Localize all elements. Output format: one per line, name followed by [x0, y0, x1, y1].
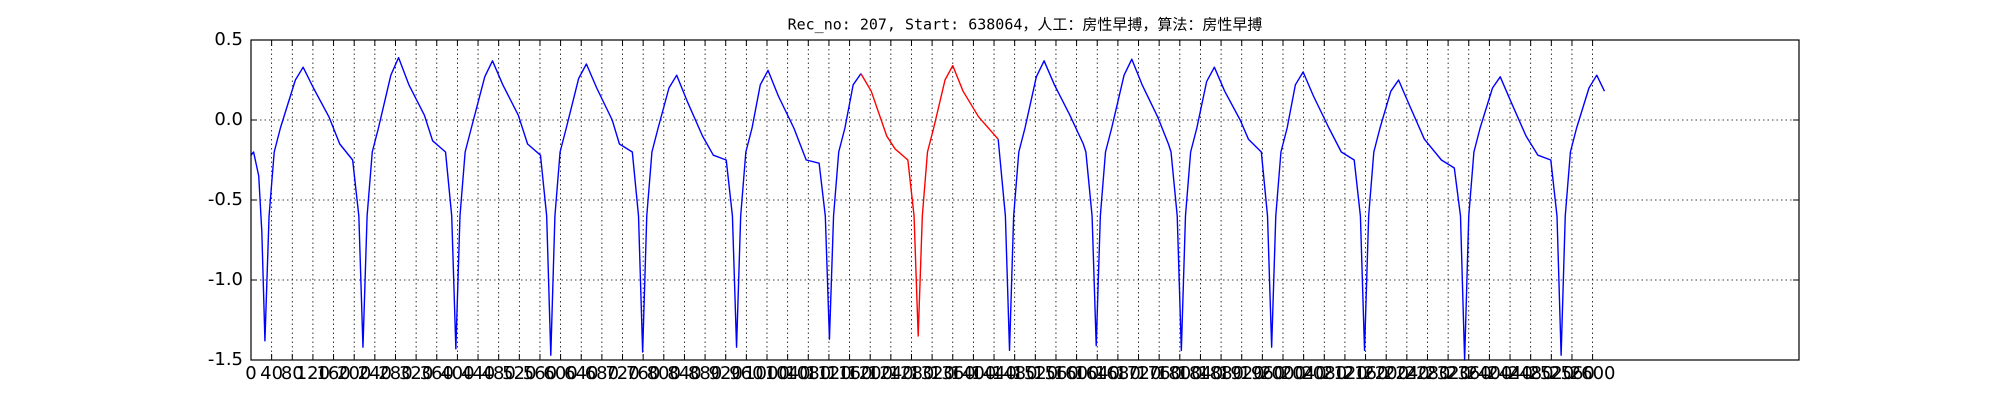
ecg-line [250, 56, 862, 356]
x-tick-label: 1880 [1198, 363, 1244, 384]
x-tick-label: 240 [358, 363, 392, 384]
x-tick-label: 2400 [1466, 363, 1512, 384]
x-tick-label: 600 [543, 363, 577, 384]
x-tick-label: 2320 [1425, 363, 1471, 384]
x-tick-label: 1120 [806, 363, 852, 384]
x-tick-label: 1640 [1074, 363, 1120, 384]
x-tick-label: 2360 [1446, 363, 1492, 384]
x-tick-label: 1800 [1157, 363, 1203, 384]
x-tick-label: 400 [440, 363, 474, 384]
x-tick-label: 1280 [889, 363, 935, 384]
x-tick-label: 720 [605, 363, 639, 384]
x-tick-label: 1000 [744, 363, 790, 384]
x-tick-label: 1560 [1033, 363, 1079, 384]
x-tick-label: 2160 [1343, 363, 1389, 384]
x-tick-label: 200 [337, 363, 371, 384]
x-tick-label: 2080 [1301, 363, 1347, 384]
chart-title: Rec_no: 207, Start: 638064，人工：房性早搏，算法：房性… [788, 16, 1263, 34]
y-tick-label: -1.5 [208, 349, 243, 370]
x-tick-label: 2240 [1384, 363, 1430, 384]
x-tick-label: 360 [420, 363, 454, 384]
x-tick-label: 2440 [1487, 363, 1533, 384]
x-tick-label: 80 [281, 363, 304, 384]
x-tick-label: 1760 [1136, 363, 1182, 384]
x-tick-label: 840 [667, 363, 701, 384]
x-tick-label: 1320 [909, 363, 955, 384]
x-tick-label: 1680 [1095, 363, 1141, 384]
x-tick-label: 1360 [930, 363, 976, 384]
x-tick-label: 440 [461, 363, 495, 384]
x-tick-label: 1480 [992, 363, 1038, 384]
x-tick-label: 1920 [1219, 363, 1265, 384]
x-tick-label: 2520 [1528, 363, 1574, 384]
x-tick-label: 880 [688, 363, 722, 384]
x-tick-label: 920 [709, 363, 743, 384]
x-tick-label: 680 [585, 363, 619, 384]
x-tick-label: 1960 [1239, 363, 1285, 384]
ecg-line [860, 64, 999, 337]
x-tick-label: 40 [260, 363, 283, 384]
plot-frame [250, 39, 1800, 361]
y-tick-label: -1.0 [208, 269, 243, 290]
x-tick-label: 1520 [1012, 363, 1058, 384]
x-tick-label: 560 [523, 363, 557, 384]
x-tick-label: 480 [482, 363, 516, 384]
x-tick-label: 320 [399, 363, 433, 384]
x-tick-label: 1040 [765, 363, 811, 384]
x-tick-label: 1840 [1178, 363, 1224, 384]
x-tick-label: 2280 [1405, 363, 1451, 384]
x-tick-label: 1160 [827, 363, 873, 384]
x-tick-label: 2600 [1570, 363, 1616, 384]
x-tick-label: 2200 [1363, 363, 1409, 384]
x-tick-label: 1720 [1116, 363, 1162, 384]
x-tick-label: 2480 [1508, 363, 1554, 384]
x-tick-label: 1600 [1054, 363, 1100, 384]
x-tick-label: 2000 [1260, 363, 1306, 384]
x-tick-label: 800 [647, 363, 681, 384]
x-tick-label: 2040 [1281, 363, 1327, 384]
x-tick-label: 1080 [785, 363, 831, 384]
x-tick-label: 1200 [847, 363, 893, 384]
x-tick-label: 2120 [1322, 363, 1368, 384]
ecg-line [997, 58, 1606, 361]
x-tick-label: 160 [316, 363, 350, 384]
y-tick-label: -0.5 [208, 189, 243, 210]
x-tick-label: 2560 [1549, 363, 1595, 384]
x-tick-label: 0 [245, 363, 256, 384]
y-tick-label: 0.5 [214, 29, 243, 50]
x-tick-label: 1400 [950, 363, 996, 384]
x-tick-label: 1240 [868, 363, 914, 384]
y-tick-label: 0.0 [214, 109, 243, 130]
x-tick-label: 520 [502, 363, 536, 384]
x-tick-label: 120 [296, 363, 330, 384]
x-tick-label: 760 [626, 363, 660, 384]
x-tick-label: 960 [729, 363, 763, 384]
x-tick-label: 640 [564, 363, 598, 384]
x-tick-label: 280 [378, 363, 412, 384]
x-tick-label: 1440 [971, 363, 1017, 384]
